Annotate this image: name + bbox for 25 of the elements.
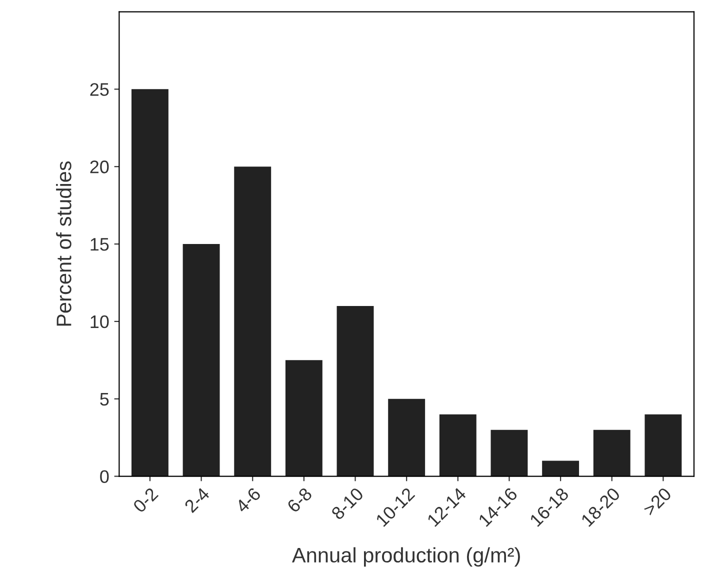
y-tick-label: 25 bbox=[90, 83, 109, 96]
x-axis-title: Annual production (g/m²) bbox=[292, 547, 520, 567]
x-tick-label: 0-2 bbox=[132, 486, 159, 514]
bar bbox=[593, 430, 630, 476]
y-tick-label: 0 bbox=[100, 470, 109, 483]
y-tick-label: 15 bbox=[90, 238, 109, 251]
bar bbox=[131, 89, 168, 476]
bar bbox=[490, 430, 528, 476]
y-tick-label: 5 bbox=[100, 392, 109, 406]
bar bbox=[285, 360, 322, 476]
y-axis-title: Percent of studies bbox=[56, 161, 72, 326]
x-tick-label: >20 bbox=[642, 486, 672, 516]
bar bbox=[542, 460, 580, 476]
y-tick-label: 10 bbox=[90, 315, 109, 328]
x-tick-label: 8-10 bbox=[330, 486, 364, 520]
bar bbox=[388, 398, 426, 476]
x-tick-label: 4-6 bbox=[234, 486, 262, 514]
bar bbox=[234, 166, 272, 476]
x-tick-label: 2-4 bbox=[184, 486, 210, 514]
bar bbox=[644, 414, 682, 476]
y-tick-label: 20 bbox=[90, 160, 109, 174]
bar bbox=[182, 244, 220, 476]
x-tick-label: 6-8 bbox=[286, 486, 313, 514]
bar bbox=[439, 414, 476, 476]
bar bbox=[336, 306, 374, 476]
